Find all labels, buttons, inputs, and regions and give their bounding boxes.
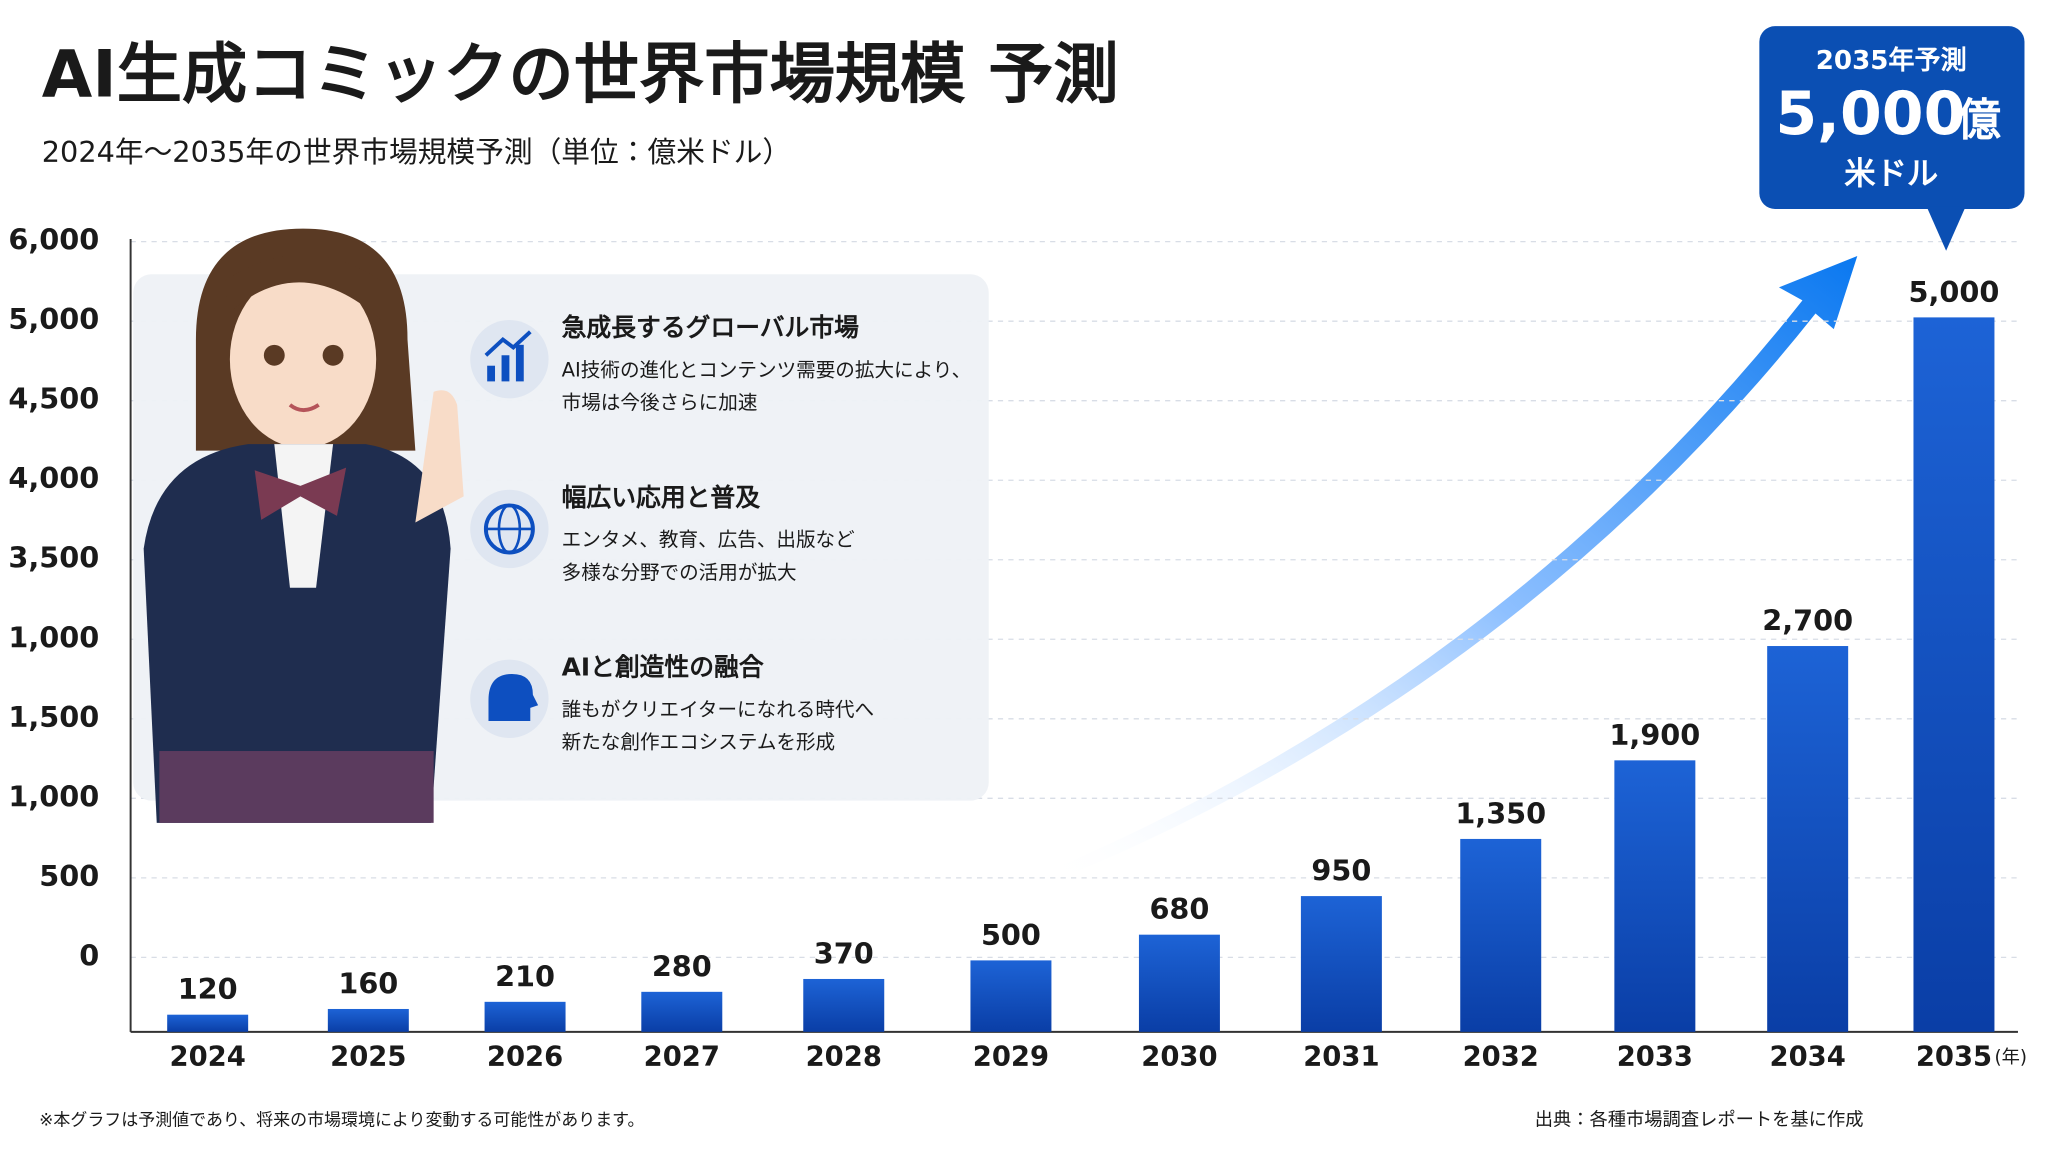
x-tick-label: 2034: [1770, 1041, 1846, 1072]
y-tick-label: 0: [79, 938, 99, 972]
y-tick-label: 4,000: [8, 461, 99, 495]
data-label: 1,900: [1609, 718, 1700, 752]
x-tick-label: 2027: [644, 1041, 720, 1072]
data-label: 1,350: [1455, 796, 1546, 830]
features: 急成長するグローバル市場 AI技術の進化とコンテンツ需要の拡大により、市場は今後さ…: [562, 313, 972, 754]
feature-title: AIと創造性の融合: [562, 653, 764, 682]
hand: [415, 390, 464, 523]
icon-bar: [487, 365, 496, 382]
icon-ai-head: [488, 673, 539, 721]
callout: 2035年予測 5,000 億 米ドル: [1759, 26, 2025, 251]
mouth: [288, 403, 320, 413]
x-tick-label: 2033: [1617, 1041, 1693, 1072]
icon-bar: [515, 344, 524, 382]
feature-text: エンタメ、教育、広告、出版など: [562, 528, 855, 551]
callout-box: [1759, 26, 2025, 209]
x-tick-label: 2035: [1916, 1041, 1992, 1072]
data-label: 680: [1149, 892, 1209, 926]
y-tick-label: 1,000: [8, 620, 99, 654]
data-label: 370: [814, 936, 874, 970]
callout-unit: 億: [1956, 95, 2002, 146]
bar: [1300, 896, 1382, 1032]
character-illustration: [143, 228, 464, 823]
bar: [641, 991, 723, 1032]
y-tick-label: 4,500: [8, 382, 99, 416]
feature-text: AI技術の進化とコンテンツ需要の拡大により、: [562, 358, 972, 381]
footnote: ※本グラフは予測値であり、将来の市場環境により変動する可能性があります。: [39, 1111, 644, 1131]
y-tick-label: 3,500: [8, 541, 99, 575]
eye: [263, 344, 285, 366]
bow: [254, 467, 347, 520]
x-tick-label: 2029: [973, 1041, 1049, 1072]
callout-currency: 米ドル: [1844, 156, 1938, 192]
bar: [803, 978, 885, 1032]
bar: [970, 960, 1052, 1032]
bar: [167, 1014, 249, 1032]
data-label: 160: [338, 966, 398, 1000]
bar: [1614, 760, 1696, 1032]
bar: [484, 1001, 566, 1032]
feature-icons: [470, 320, 549, 738]
x-tick-label: 2025: [330, 1041, 406, 1072]
data-label: 280: [652, 949, 712, 983]
chart-subtitle: 2024年～2035年の世界市場規模予測（単位：億米ドル）: [42, 135, 791, 169]
x-tick-label: 2028: [806, 1041, 882, 1072]
chart-title: AI生成コミックの世界市場規模 予測: [42, 36, 1119, 112]
y-tick-label: 6,000: [8, 223, 99, 257]
bars: 120 2024 160 2025 210 2026 280 2027 370 2028 500 20…: [167, 275, 2027, 1072]
x-tick-label: 2031: [1303, 1041, 1379, 1072]
x-tick-label: 2032: [1463, 1041, 1539, 1072]
data-label: 120: [178, 972, 238, 1006]
icon-bar: [501, 355, 510, 382]
feature-title: 急成長するグローバル市場: [562, 313, 860, 342]
y-tick-label: 500: [39, 859, 99, 893]
feature-text: 市場は今後さらに加速: [562, 391, 758, 414]
x-tick-label: 2024: [170, 1041, 246, 1072]
feature-text: 多様な分野での活用が拡大: [562, 561, 797, 584]
y-tick-label: 5,000: [8, 302, 99, 336]
feature-text: 誰もがクリエイターになれる時代へ: [562, 698, 874, 721]
x-tick-label: 2030: [1141, 1041, 1217, 1072]
bar: [1138, 934, 1220, 1032]
face: [229, 270, 377, 448]
data-label: 210: [495, 959, 555, 993]
bar: [1460, 838, 1542, 1032]
feature-title: 幅広い応用と普及: [562, 483, 761, 512]
x-unit: (年): [1994, 1047, 2027, 1068]
x-tick-label: 2026: [487, 1041, 563, 1072]
bangs: [224, 254, 382, 320]
y-tick-label: 1,500: [8, 700, 99, 734]
source: 出典：各種市場調査レポートを基に作成: [1535, 1110, 1864, 1131]
y-tick-label: 1,000: [8, 779, 99, 813]
data-label: 950: [1311, 854, 1371, 888]
data-label: 5,000: [1909, 275, 2000, 309]
icon-line: [484, 330, 532, 357]
data-label: 500: [981, 918, 1041, 952]
callout-pointer: [1926, 206, 1966, 251]
bar: [327, 1008, 409, 1032]
skirt: [159, 751, 434, 823]
blazer: [143, 444, 451, 823]
feature-text: 新たな創作エコシステムを形成: [562, 731, 836, 754]
bar: [1767, 646, 1849, 1032]
callout-label: 2035年予測: [1816, 45, 1967, 76]
eye: [322, 344, 344, 366]
data-label: 2,700: [1762, 604, 1853, 638]
bar: [1913, 317, 1995, 1032]
callout-value: 5,000: [1775, 79, 1965, 149]
